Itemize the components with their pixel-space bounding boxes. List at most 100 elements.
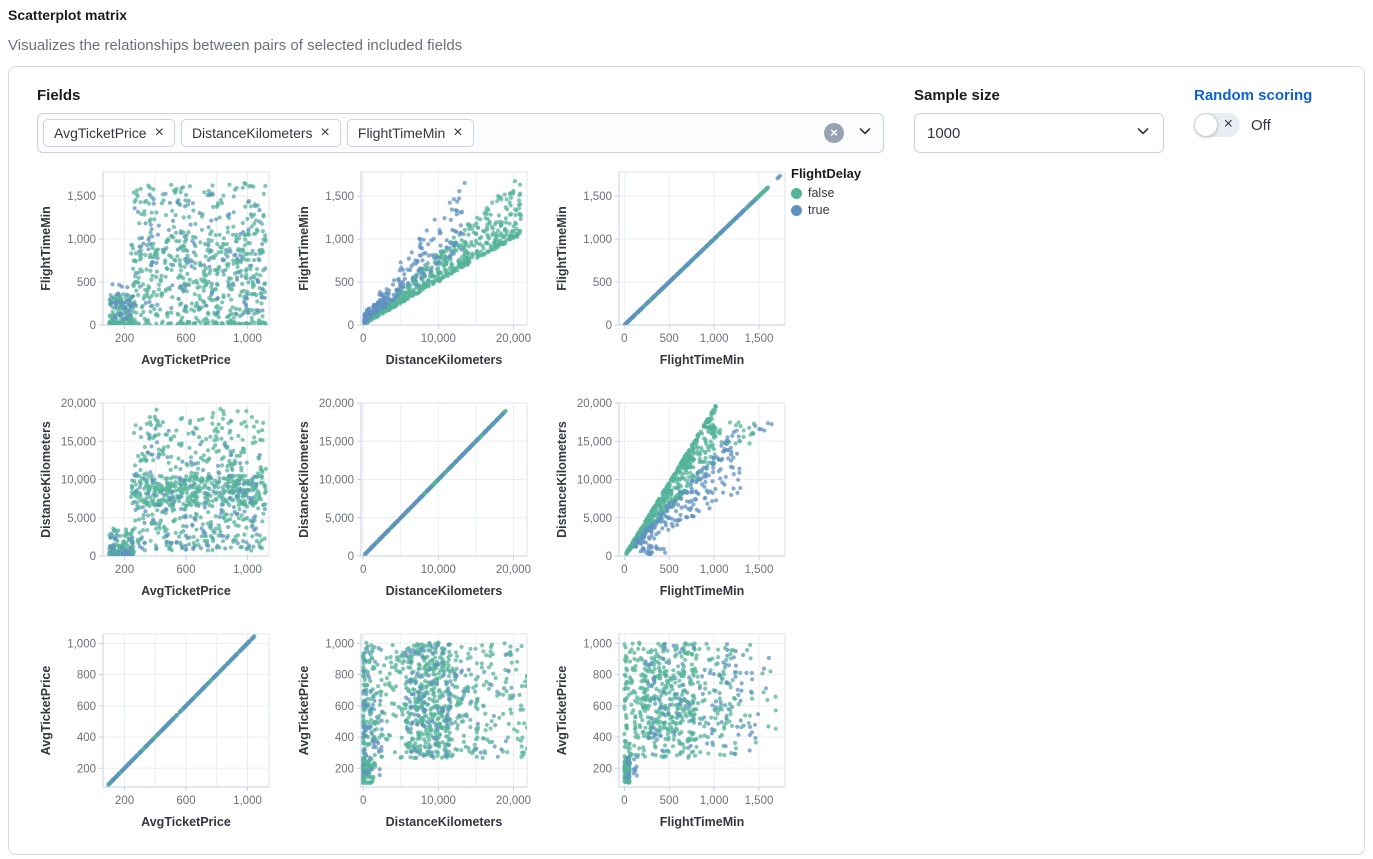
svg-text:0: 0: [606, 320, 612, 332]
scatter-chart-AvgTicketPrice-vs-DistanceKilometers: 0 10,000 20,0002004006008001,000DistanceKi…: [297, 633, 531, 829]
random-scoring-group: Random scoring × Off: [1194, 87, 1312, 137]
toggle-knob: [1194, 113, 1218, 137]
svg-text:1,500: 1,500: [745, 333, 774, 345]
scatter-chart-cell: 0 10,000 20,000 200 400 600 800 1,000 DistanceKi…: [295, 628, 533, 837]
svg-text:5,000: 5,000: [325, 513, 354, 525]
svg-text:0: 0: [621, 333, 627, 345]
svg-text:1,000: 1,000: [325, 234, 354, 246]
chevron-down-icon: [1135, 123, 1151, 143]
svg-text:10,000: 10,000: [319, 475, 354, 487]
svg-text:15,000: 15,000: [319, 436, 354, 448]
chevron-down-icon[interactable]: [857, 123, 873, 144]
remove-field-icon[interactable]: ×: [453, 124, 463, 141]
svg-text:1,000: 1,000: [700, 333, 729, 345]
scatterplot-grid: 200 600 1,000 0 500 1,000 1,500 AvgTicketPrice F…: [37, 166, 1336, 837]
x-axis-title: FlightTimeMin: [660, 815, 745, 829]
x-axis-title: DistanceKilometers: [386, 584, 503, 598]
random-scoring-link[interactable]: Random scoring: [1194, 87, 1313, 104]
scatter-chart-cell: 0 500 1,000 1,500 200 400 600 800 1,000 FlightTim…: [553, 628, 791, 837]
svg-text:1,500: 1,500: [67, 191, 96, 203]
y-axis-title: AvgTicketPrice: [297, 666, 311, 756]
scatter-chart-AvgTicketPrice-vs-AvgTicketPrice: 200 600 1,0002004006008001,000AvgTicketPri…: [39, 633, 270, 829]
field-pill[interactable]: DistanceKilometers ×: [180, 119, 341, 147]
svg-text:600: 600: [176, 564, 195, 576]
svg-text:15,000: 15,000: [577, 436, 612, 448]
controls-row: Fields AvgTicketPrice × DistanceKilometers…: [37, 87, 1336, 153]
svg-text:0: 0: [348, 320, 354, 332]
legend-item-false: false: [791, 186, 861, 200]
svg-text:1,000: 1,000: [233, 333, 262, 345]
svg-text:10,000: 10,000: [421, 333, 456, 345]
toggle-off-x-icon: ×: [1223, 115, 1233, 133]
svg-text:0: 0: [360, 333, 366, 345]
svg-text:15,000: 15,000: [61, 436, 96, 448]
fields-label: Fields: [37, 87, 81, 104]
page-subtitle: Visualizes the relationships between pai…: [8, 37, 463, 54]
y-axis-title: DistanceKilometers: [555, 421, 569, 538]
y-axis-title: DistanceKilometers: [39, 421, 53, 538]
page-title: Scatterplot matrix: [8, 7, 128, 23]
sample-size-value: 1000: [927, 124, 961, 142]
random-scoring-toggle[interactable]: ×: [1194, 113, 1240, 137]
scatter-chart-cell: 200 600 1,000 0 5,000 10,000 15,000 20,000 AvgTi…: [37, 397, 275, 606]
scatter-chart-DistanceKilometers-vs-FlightTimeMin: 0 500 1,000 1,500 0 5,000 10,000 15,000 20,000 Fl…: [555, 398, 786, 598]
legend: FlightDelay false true: [791, 166, 861, 220]
x-axis-title: AvgTicketPrice: [141, 815, 231, 829]
scatter-chart-FlightTimeMin-vs-AvgTicketPrice: 200 600 1,000 0 500 1,000 1,500 AvgTicketPrice F…: [39, 171, 270, 367]
svg-text:5,000: 5,000: [67, 513, 96, 525]
svg-text:1,500: 1,500: [325, 191, 354, 203]
svg-text:20,000: 20,000: [496, 333, 531, 345]
fields-group: Fields AvgTicketPrice × DistanceKilometers…: [37, 87, 884, 153]
clear-all-fields-button[interactable]: ×: [824, 123, 844, 143]
svg-text:500: 500: [660, 564, 679, 576]
scatter-chart-cell: 0 10,000 20,000 0 500 1,000 1,500 DistanceKilom…: [295, 166, 533, 375]
legend-dot-icon: [791, 187, 802, 199]
y-axis-title: AvgTicketPrice: [39, 666, 53, 756]
remove-field-icon[interactable]: ×: [320, 124, 330, 141]
sample-size-group: Sample size 1000: [914, 87, 1164, 153]
svg-text:1,500: 1,500: [583, 191, 612, 203]
random-scoring-toggle-row: × Off: [1194, 113, 1312, 137]
svg-text:500: 500: [77, 277, 96, 289]
legend-item-label: false: [808, 186, 835, 200]
scatter-chart-cell: 200 600 1,000 200 400 600 800 1,000 AvgTicketPri…: [37, 628, 275, 837]
fields-combobox[interactable]: AvgTicketPrice × DistanceKilometers × Flight…: [37, 113, 884, 153]
legend-items: false true: [791, 186, 861, 217]
svg-text:5,000: 5,000: [583, 513, 612, 525]
svg-text:10,000: 10,000: [577, 475, 612, 487]
remove-field-icon[interactable]: ×: [154, 124, 164, 141]
combobox-actions: ×: [824, 123, 873, 144]
svg-text:0: 0: [621, 564, 627, 576]
scatter-chart-FlightTimeMin-vs-DistanceKilometers: 0 10,000 20,000 0 500 1,000 1,500 DistanceKilom…: [297, 171, 531, 367]
field-pill[interactable]: AvgTicketPrice ×: [43, 119, 175, 147]
scatter-chart-cell: 0 500 1,000 1,500 0 5,000 10,000 15,000 20,000 Fl…: [553, 397, 791, 606]
sample-size-label: Sample size: [914, 87, 1000, 104]
svg-text:20,000: 20,000: [61, 398, 96, 410]
field-pill-label: FlightTimeMin: [357, 125, 446, 141]
svg-text:20,000: 20,000: [319, 398, 354, 410]
legend-item-label: true: [808, 203, 830, 217]
sample-size-select[interactable]: 1000: [914, 113, 1164, 153]
x-axis-title: AvgTicketPrice: [141, 353, 231, 367]
field-pill[interactable]: FlightTimeMin ×: [346, 119, 474, 147]
svg-text:0: 0: [90, 551, 96, 563]
y-axis-title: AvgTicketPrice: [555, 666, 569, 756]
x-axis-title: FlightTimeMin: [660, 353, 745, 367]
scatter-chart-cell: 0 10,000 20,000 0 5,000 10,000 15,000 20,000 Dis…: [295, 397, 533, 606]
svg-text:200: 200: [115, 564, 134, 576]
scatter-chart-DistanceKilometers-vs-AvgTicketPrice: 200 600 1,000 0 5,000 10,000 15,000 20,000 AvgTi…: [39, 398, 270, 598]
y-axis-title: FlightTimeMin: [39, 206, 53, 291]
svg-text:1,000: 1,000: [67, 234, 96, 246]
svg-text:0: 0: [360, 564, 366, 576]
svg-text:600: 600: [176, 333, 195, 345]
svg-text:500: 500: [593, 277, 612, 289]
scatterplot-matrix-panel: Fields AvgTicketPrice × DistanceKilometers…: [8, 66, 1365, 855]
x-axis-title: AvgTicketPrice: [141, 584, 231, 598]
legend-title: FlightDelay: [791, 166, 862, 181]
y-axis-title: FlightTimeMin: [555, 206, 569, 291]
y-axis-title: FlightTimeMin: [297, 206, 311, 291]
svg-text:20,000: 20,000: [577, 398, 612, 410]
scatter-chart-cell: 0 500 1,000 1,500 0 500 1,000 1,500 FlightTimeMi…: [553, 166, 791, 375]
scatter-chart-DistanceKilometers-vs-DistanceKilometers: 0 10,000 20,000 0 5,000 10,000 15,000 20,000 Dis…: [297, 398, 531, 598]
svg-text:500: 500: [660, 333, 679, 345]
